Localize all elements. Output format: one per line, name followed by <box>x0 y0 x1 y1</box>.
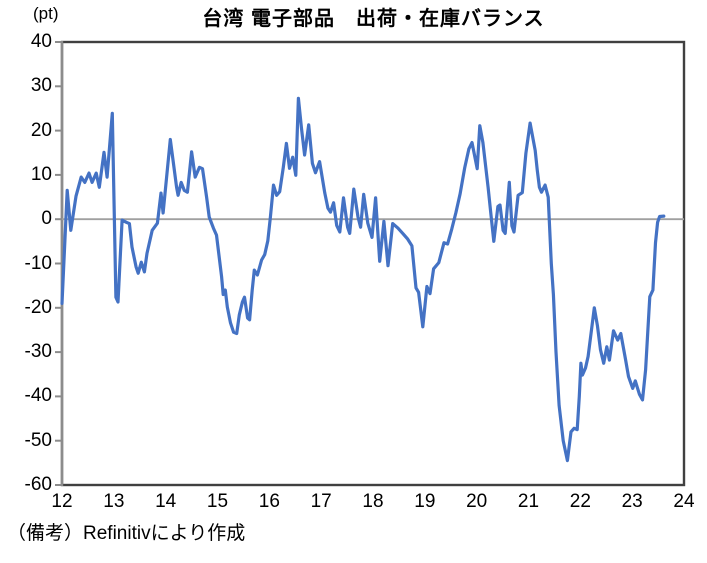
y-tick-label: -30 <box>24 341 52 363</box>
x-tick-label: 17 <box>310 491 332 512</box>
y-tick-label: 30 <box>30 75 52 97</box>
y-tick-label: -40 <box>24 385 52 407</box>
y-tick-label: -20 <box>24 296 52 318</box>
x-tick-label: 18 <box>362 491 384 512</box>
x-tick-label: 15 <box>206 491 229 512</box>
x-tick-label: 24 <box>673 491 695 512</box>
y-tick-label: 20 <box>30 119 52 141</box>
x-tick-label: 21 <box>517 491 540 512</box>
y-tick-label: -50 <box>24 429 52 451</box>
source-note: （備考）Refinitivにより作成 <box>7 523 246 544</box>
x-tick-label: 12 <box>51 491 73 512</box>
y-tick-label: 0 <box>41 208 52 230</box>
x-tick-label: 14 <box>155 491 177 512</box>
y-axis-unit-label: (pt) <box>33 4 59 23</box>
series-line-shipment-inventory-balance <box>60 96 666 463</box>
x-tick-label: 23 <box>621 491 643 512</box>
y-tick-label: -60 <box>24 474 52 495</box>
y-tick-label: -10 <box>24 252 52 274</box>
x-tick-label: 22 <box>569 491 591 512</box>
y-tick-label: 10 <box>30 163 52 185</box>
x-tick-label: 16 <box>258 491 280 512</box>
y-tick-label: 40 <box>30 31 52 52</box>
chart-title: 台湾 電子部品 出荷・在庫バランス <box>202 8 545 30</box>
x-tick-label: 13 <box>103 491 125 512</box>
x-tick-label: 19 <box>414 491 436 512</box>
x-tick-label: 20 <box>466 491 488 512</box>
plot-border <box>60 40 686 487</box>
